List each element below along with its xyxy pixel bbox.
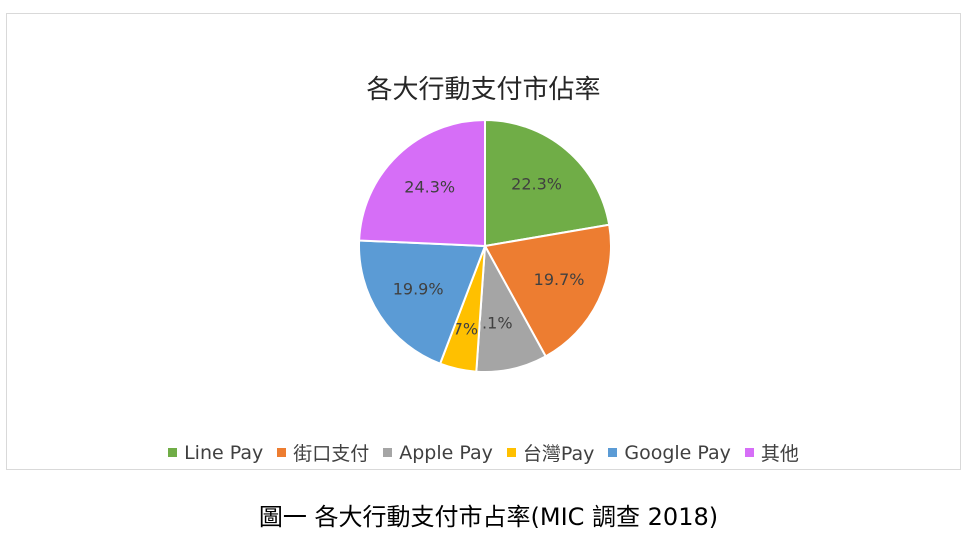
legend-label-1: 街口支付 [293,443,370,465]
legend-label-0: Line Pay [184,441,264,464]
legend-label-2: Apple Pay [399,441,493,464]
data-label-1: 19.7% [534,270,585,289]
pie-slice-1 [483,223,612,358]
legend-swatch-2 [383,448,393,457]
pie-chart: 22.3%19.7%9.1%4.7%19.9%24.3% [358,118,612,373]
pie-slice-0 [484,118,611,248]
data-label-2: 9.1% [472,314,513,333]
legend-label-5: 其他 [760,443,799,465]
legend-swatch-3 [506,448,516,457]
legend-label-4: Google Pay [624,441,731,464]
data-label-5: 24.3% [404,178,455,197]
data-label-4: 19.9% [393,279,444,298]
legend-swatch-5 [744,448,754,457]
pie-slice-5 [358,118,486,248]
legend-swatch-0 [168,448,178,457]
figure-caption: 圖一 各大行動支付市占率(MIC 調查 2018) [258,503,719,531]
legend-item-4: Google Pay [608,442,731,464]
chart-title: 各大行動支付市佔率 [366,75,601,105]
pie-slice-4 [358,239,487,366]
legend-swatch-1 [277,448,287,457]
legend-item-1: 街口支付 [277,439,369,466]
chart-area: 各大行動支付市佔率 22.3% 19.7% 9.1% 4.7% 19.9% 24.3% L… [6,13,961,470]
legend-item-3: 台灣Pay [506,439,595,466]
data-label-0: 22.3% [511,174,562,193]
chart-legend: Line Pay 街口支付 Apple Pay 台灣Pay Google Pay 其他 [7,439,960,466]
legend-item-0: Line Pay [168,442,263,464]
legend-item-2: Apple Pay [383,442,493,464]
legend-item-5: 其他 [744,439,799,466]
legend-label-3: 台灣Pay [522,443,595,465]
legend-swatch-4 [608,448,618,457]
